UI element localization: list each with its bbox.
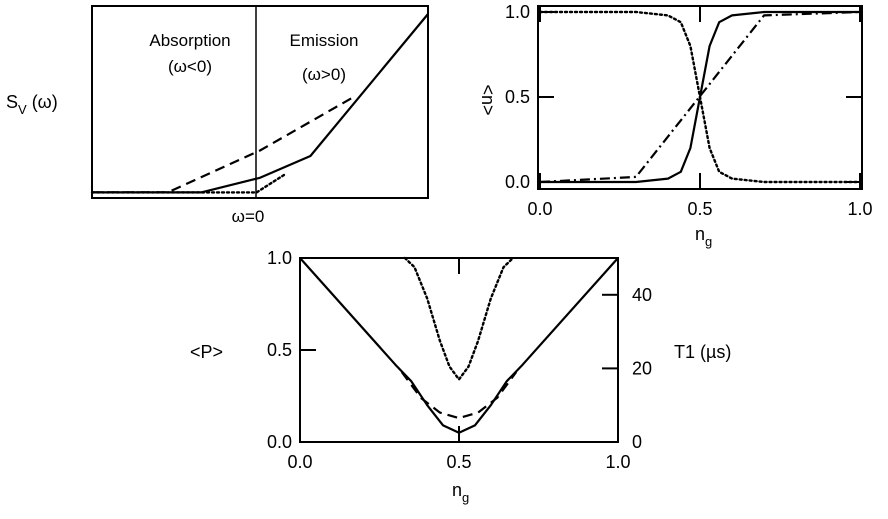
occupation-xlabel: ng [695, 224, 712, 249]
probability-ytick-right-label: 40 [632, 285, 652, 305]
occupation-ytick-label: 1.0 [505, 2, 530, 22]
probability-xtick-label: 0.0 [287, 452, 312, 472]
probability-xlabel: ng [452, 480, 469, 505]
spectral-series-dotted-line [90, 172, 287, 194]
spectral-frame [91, 5, 429, 199]
probability-ytick-right-label: 20 [632, 358, 652, 378]
spectral-series-solid-line [92, 13, 429, 194]
occupation-ytick-label: 0.0 [505, 172, 530, 192]
probability-series [299, 256, 619, 434]
probability-series-dashed-line [400, 371, 518, 420]
probability-xtick-label: 0.5 [446, 452, 471, 472]
spectral-ylabel: SV (ω) [6, 92, 58, 117]
spectral-annotation-absorption: Absorption [149, 31, 230, 50]
spectral-series [90, 13, 429, 194]
probability-ylabel-right: T1 (µs) [674, 342, 731, 362]
probability-xlabel-subscript: g [462, 490, 469, 505]
spectral-ylabel-subscript: V [18, 102, 27, 117]
occupation-ylabel: <n> [478, 84, 498, 115]
spectral-annotation-emission: Emission [290, 31, 359, 50]
spectral-x-marker-label: ω=0 [232, 207, 265, 226]
probability-series-solid-line [299, 257, 619, 434]
occupation-xtick-label: 1.0 [847, 199, 872, 219]
probability-frame [299, 257, 619, 443]
spectral-annotation-absorption-sub: (ω<0) [168, 57, 212, 76]
occupation-xtick-label: 0.5 [687, 199, 712, 219]
occupation-xlabel-subscript: g [705, 234, 712, 249]
occupation-series-dotted-line [538, 10, 862, 184]
occupation-panel: 0.0 0.5 1.0 0.0 0.5 1.0 <n> ng [478, 2, 873, 249]
probability-xtick-label: 1.0 [605, 452, 630, 472]
probability-series-dotted-line [403, 256, 515, 381]
spectral-series-dashed-line [92, 96, 353, 194]
probability-ytick-label: 1.0 [267, 248, 292, 268]
occupation-series [538, 10, 862, 184]
occupation-ytick-label: 0.5 [505, 87, 530, 107]
spectral-annotation-emission-sub: (ω>0) [302, 65, 346, 84]
probability-ytick-label: 0.0 [267, 432, 292, 452]
occupation-xtick-label: 0.0 [527, 199, 552, 219]
occupation-series-dashdot-line [539, 10, 861, 184]
spectral-panel: SV (ω) Absorption (ω<0) Emission (ω>0) ω… [6, 5, 429, 226]
probability-ytick-right-label: 0 [632, 432, 642, 452]
probability-ylabel: <P> [190, 342, 223, 362]
probability-ytick-label: 0.5 [267, 340, 292, 360]
